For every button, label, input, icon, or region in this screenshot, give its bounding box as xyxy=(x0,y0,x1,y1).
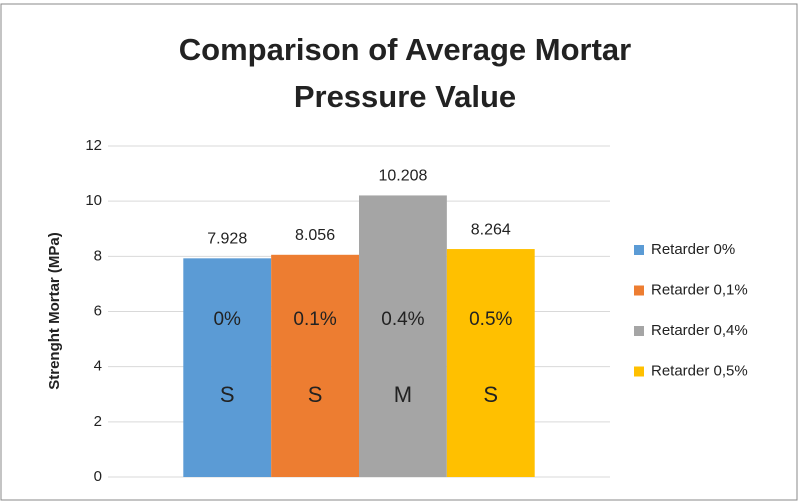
y-tick-label: 0 xyxy=(94,468,102,485)
y-axis-label: Strenght Mortar (MPa) xyxy=(46,232,63,390)
bar-annotation: 0% xyxy=(213,309,241,330)
bar-annotation: M xyxy=(394,382,412,407)
data-label: 8.056 xyxy=(295,227,335,244)
data-label: 8.264 xyxy=(471,221,511,238)
y-tick-label: 12 xyxy=(85,137,102,154)
bar-annotation: 0.4% xyxy=(381,309,424,330)
y-tick-label: 2 xyxy=(94,413,102,430)
legend-label: Retarder 0,5% xyxy=(651,362,748,379)
bar-annotation: S xyxy=(308,382,323,407)
bar-annotation: S xyxy=(483,382,498,407)
bar xyxy=(271,254,359,477)
y-tick-label: 10 xyxy=(85,192,102,209)
bar-annotation: 0.1% xyxy=(293,309,336,330)
bar xyxy=(359,195,447,478)
legend-label: Retarder 0% xyxy=(651,241,735,258)
y-tick-label: 4 xyxy=(94,358,102,375)
chart-title: Pressure Value xyxy=(294,79,516,114)
legend-swatch xyxy=(634,366,644,377)
chart-title: Comparison of Average Mortar xyxy=(179,32,631,67)
y-tick-label: 8 xyxy=(94,247,102,264)
data-label: 7.928 xyxy=(207,231,247,248)
bar-annotation: 0.5% xyxy=(469,309,512,330)
legend-label: Retarder 0,1% xyxy=(651,281,748,298)
bar xyxy=(446,249,535,477)
data-label: 10.208 xyxy=(378,168,427,185)
bar-annotation: S xyxy=(220,382,235,407)
legend-swatch xyxy=(634,245,644,255)
bar xyxy=(183,258,272,477)
legend-swatch xyxy=(634,285,644,296)
legend-swatch xyxy=(634,326,644,336)
y-tick-label: 6 xyxy=(94,302,102,319)
legend-label: Retarder 0,4% xyxy=(651,322,748,339)
